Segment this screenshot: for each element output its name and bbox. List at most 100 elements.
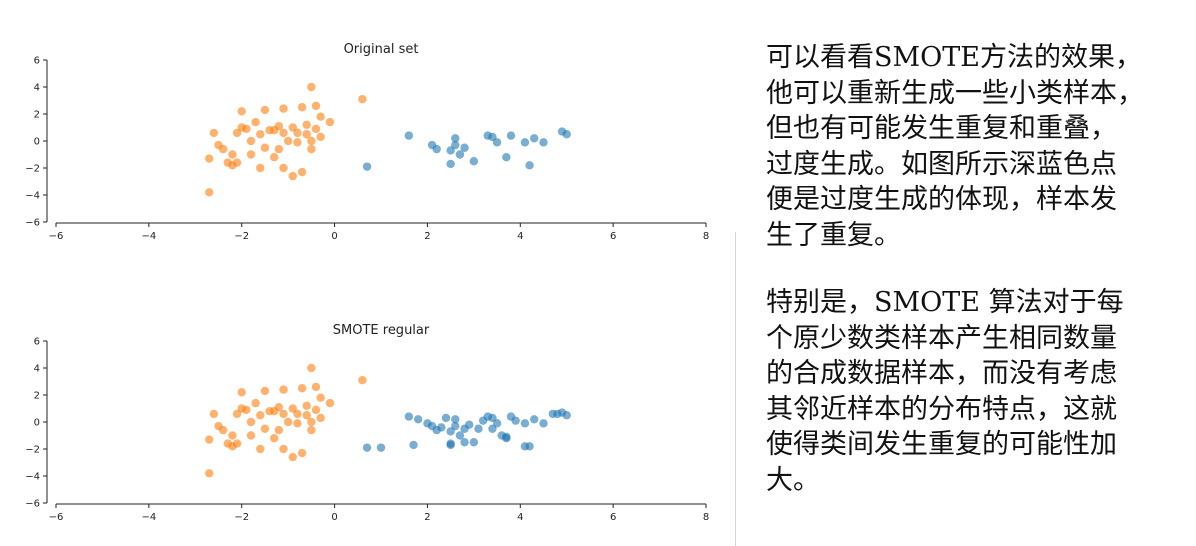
majority-point	[325, 398, 335, 408]
minority-point	[437, 423, 446, 432]
majority-point	[256, 411, 265, 420]
minority-point	[404, 412, 414, 421]
x-tick-label: −2	[234, 231, 249, 242]
majority-point	[358, 94, 367, 104]
minority-point	[530, 134, 539, 143]
text-line: 大。	[766, 464, 820, 496]
majority-point	[274, 402, 284, 412]
majority-point	[279, 163, 288, 173]
x-tick-label: −6	[49, 231, 64, 242]
majority-point	[218, 144, 228, 154]
x-tick-label: 2	[424, 512, 430, 523]
majority-point	[358, 375, 367, 385]
minority-point	[451, 140, 460, 150]
majority-point	[307, 363, 316, 373]
charts-area: Original set −6 −4 −2 0 2 4 6 8 6 4 2 0 −2 −4 −6 SMOTE…	[25, 42, 709, 524]
majority-point	[311, 405, 321, 415]
x-tick-label: −2	[234, 512, 249, 523]
minority-point	[520, 442, 530, 451]
majority-point	[279, 128, 288, 138]
majority-point	[274, 425, 284, 435]
minority-point	[460, 143, 469, 152]
y-tick-label: 4	[34, 83, 40, 94]
majority-point	[307, 425, 316, 435]
majority-point	[270, 153, 279, 162]
majority-point	[205, 188, 214, 197]
x-tick-label: 4	[517, 512, 523, 523]
majority-point	[218, 425, 228, 435]
majority-point	[260, 143, 270, 152]
majority-point	[246, 431, 256, 440]
y-tick-label: 2	[34, 391, 40, 402]
majority-point	[311, 124, 321, 134]
majority-point	[256, 130, 265, 139]
minority-point	[455, 431, 465, 440]
y-tick-label: 6	[34, 337, 40, 348]
majority-point	[293, 409, 302, 419]
y-tick-label: −2	[25, 164, 40, 175]
minority-point	[520, 419, 530, 428]
majority-point	[279, 409, 288, 419]
minority-point	[432, 144, 441, 154]
majority-point	[270, 434, 279, 443]
y-tick-label: 2	[34, 110, 40, 121]
majority-point	[228, 150, 237, 159]
x-tick-label: −6	[49, 512, 64, 523]
majority-point	[293, 128, 302, 138]
x-tick-label: 0	[331, 512, 337, 523]
y-tick-label: −4	[25, 472, 40, 483]
minority-point	[451, 134, 460, 143]
majority-point	[251, 117, 260, 127]
minority-point	[362, 443, 372, 452]
minority-point	[441, 413, 451, 423]
text-line: 其邻近样本的分布特点，这就	[766, 393, 1117, 425]
text-line: 过度生成。如图所示深蓝色点	[766, 148, 1117, 180]
y-tick-label: −4	[25, 191, 40, 202]
majority-point	[297, 448, 307, 458]
majority-point	[297, 103, 307, 112]
text-line: 个原少数类样本产生相同数量	[766, 322, 1117, 354]
explanation-text-panel: 可以看看SMOTE方法的效果， 他可以重新生成一些小类样本， 但也有可能发生重复…	[766, 40, 1186, 498]
explanation-paragraph-1: 可以看看SMOTE方法的效果， 他可以重新生成一些小类样本， 但也有可能发生重复…	[766, 40, 1186, 253]
majority-point	[242, 405, 251, 415]
majority-point	[307, 82, 316, 92]
minority-point	[562, 411, 571, 420]
minority-point	[520, 138, 530, 147]
majority-point	[316, 413, 325, 423]
x-tick-label: −4	[141, 231, 156, 242]
minority-point	[409, 440, 418, 450]
majority-point	[307, 417, 316, 427]
majority-point	[246, 136, 256, 146]
text-line: 便是过度生成的体现，样本发	[766, 184, 1117, 215]
x-tick-label: 8	[703, 231, 709, 242]
minority-point	[539, 138, 548, 147]
minority-point	[492, 419, 502, 428]
y-tick-label: 4	[34, 364, 40, 375]
y-tick-label: −2	[25, 445, 40, 456]
minority-point	[362, 162, 372, 171]
minority-point	[511, 416, 520, 425]
y-tick-label: 6	[34, 56, 40, 67]
minority-point	[404, 131, 414, 140]
tick-group: −6 −4 −2 0 2 4 6 8 6 4 2 0 −2 −4 −6	[25, 56, 709, 243]
majority-point	[307, 136, 316, 146]
y-tick-label: −6	[25, 218, 40, 229]
x-tick-label: 4	[517, 231, 523, 242]
tick-group: −6 −4 −2 0 2 4 6 8 6 4 2 0 −2 −4 −6	[25, 337, 709, 524]
panel-divider	[735, 232, 736, 546]
majority-point	[316, 112, 325, 121]
majority-point	[260, 105, 270, 115]
minority-point	[455, 150, 465, 159]
minority-point	[539, 419, 548, 428]
majority-point	[205, 154, 214, 163]
minority-point	[492, 138, 502, 147]
x-tick-label: −4	[141, 512, 156, 523]
x-tick-label: 6	[610, 512, 616, 523]
majority-point	[283, 417, 293, 427]
majority-point	[279, 385, 288, 394]
text-line: 生了重复。	[766, 219, 901, 251]
majority-point	[205, 469, 214, 478]
minority-point	[465, 420, 474, 429]
minority-point	[562, 130, 571, 139]
majority-point	[256, 444, 265, 454]
